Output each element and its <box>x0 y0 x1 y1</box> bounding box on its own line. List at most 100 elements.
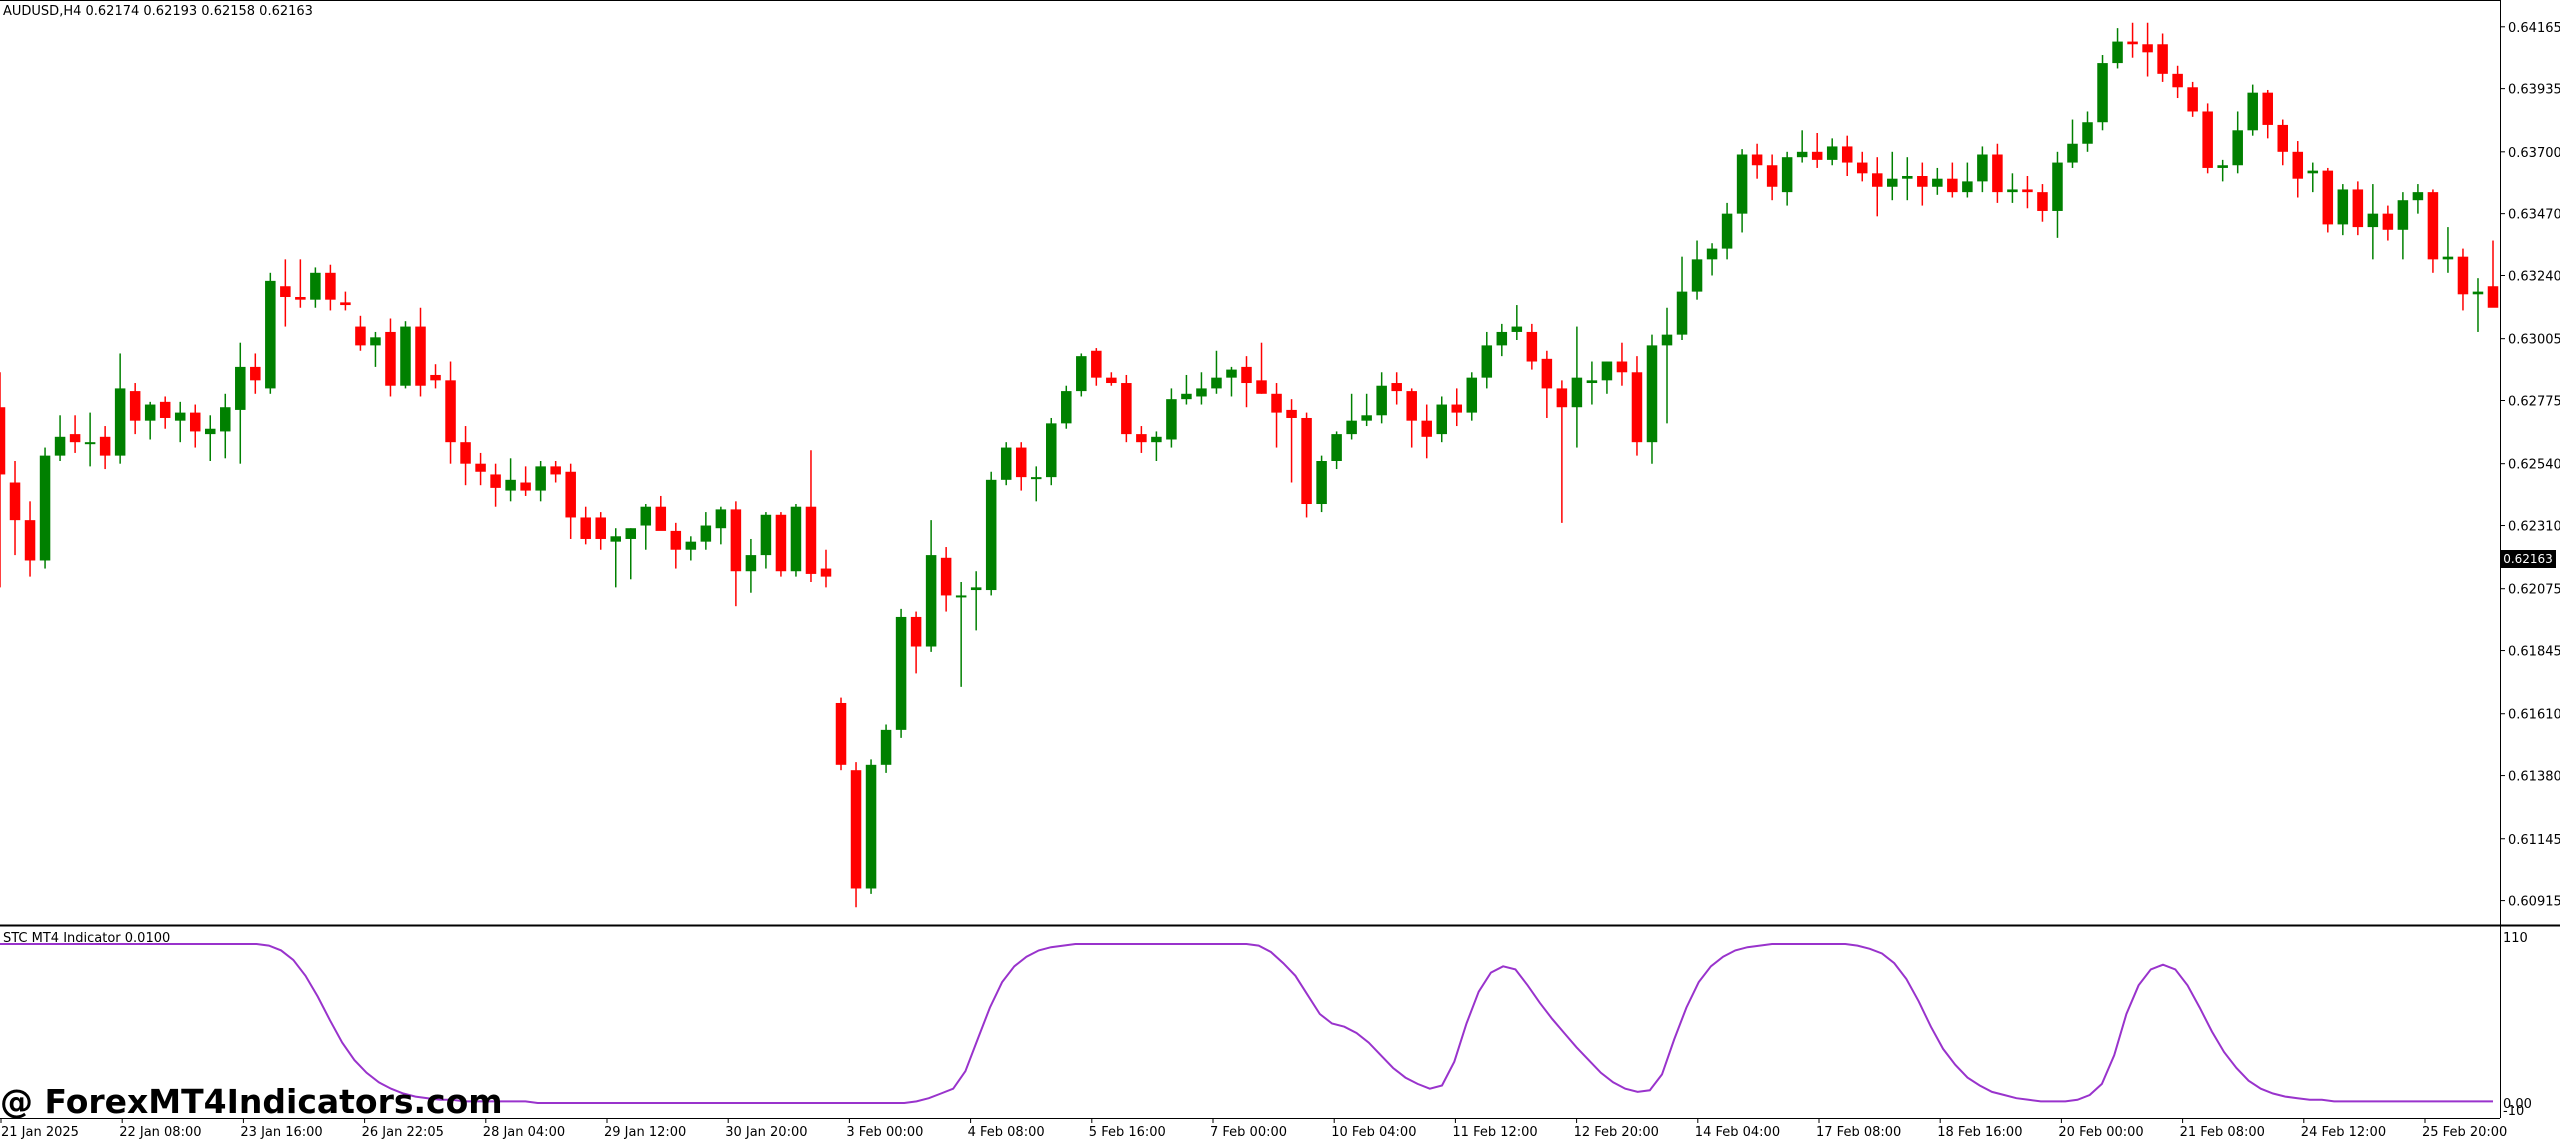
bull-candle <box>2367 213 2379 228</box>
time-axis-label: 29 Jan 12:00 <box>604 1125 686 1140</box>
bull-candle <box>1076 356 1087 392</box>
price-axis-label: 0.63005 <box>2508 333 2560 348</box>
bull-candle <box>1721 213 1733 249</box>
time-axis-label: 21 Jan 2025 <box>1 1125 79 1140</box>
price-axis-label: 0.63470 <box>2508 208 2560 223</box>
bear-candle <box>730 509 742 572</box>
bull-candle <box>1601 361 1613 381</box>
bear-candle <box>1091 350 1102 378</box>
bull-candle <box>1030 477 1042 480</box>
time-axis-label: 11 Feb 12:00 <box>1452 1125 1537 1140</box>
bull-candle <box>1346 420 1357 435</box>
bear-candle <box>1992 154 2003 193</box>
bear-candle <box>2037 192 2048 211</box>
bull-candle <box>220 407 231 432</box>
watermark: @ ForexMT4Indicators.com <box>0 1082 503 1121</box>
bull-candle <box>1691 259 1703 292</box>
price-axis-label: 0.61145 <box>2508 833 2560 848</box>
bull-candle <box>1706 248 1718 260</box>
time-axis-label: 12 Feb 20:00 <box>1574 1125 1659 1140</box>
price-axis-label: 0.62075 <box>2508 583 2560 598</box>
bear-candle <box>1616 361 1628 373</box>
bull-candle <box>1796 151 1808 158</box>
bear-candle <box>940 557 952 596</box>
time-axis-label: 10 Feb 04:00 <box>1331 1125 1416 1140</box>
bear-candle <box>2292 151 2304 179</box>
indicator-info: STC MT4 Indicator 0.0100 <box>3 931 171 946</box>
time-axis-label: 5 Feb 16:00 <box>1089 1125 1166 1140</box>
price-axis-label: 0.61845 <box>2508 645 2560 660</box>
bull-candle <box>2397 200 2409 230</box>
bull-candle <box>204 428 216 435</box>
bull-candle <box>1211 377 1222 389</box>
bull-candle <box>39 455 51 561</box>
bull-candle <box>1902 176 1913 179</box>
bear-candle <box>595 517 606 539</box>
bear-candle <box>1106 377 1117 384</box>
bear-candle <box>1751 154 1763 166</box>
bear-candle <box>2172 73 2183 88</box>
bull-candle <box>1661 334 1673 346</box>
bull-candle <box>2052 162 2063 211</box>
bear-candle <box>1015 447 1027 478</box>
bull-candle <box>2472 291 2484 295</box>
bull-candle <box>1496 331 1508 346</box>
bull-candle <box>1571 377 1583 408</box>
bear-candle <box>430 374 441 381</box>
bull-candle <box>1316 461 1327 505</box>
bear-candle <box>1421 420 1432 437</box>
bear-candle <box>1391 383 1402 392</box>
bear-candle <box>2262 92 2273 125</box>
price-axis-label: 0.61610 <box>2508 708 2560 723</box>
bear-candle <box>9 482 21 521</box>
bear-candle <box>1872 173 1883 187</box>
bull-candle <box>865 764 877 889</box>
bull-candle <box>1466 377 1478 413</box>
bear-candle <box>490 474 501 488</box>
time-axis-label: 25 Feb 20:00 <box>2422 1125 2507 1140</box>
time-axis-label: 4 Feb 08:00 <box>968 1125 1045 1140</box>
bear-candle <box>475 463 486 472</box>
bull-candle <box>2337 189 2349 225</box>
bear-candle <box>1526 331 1538 362</box>
price-axis-label: 0.63700 <box>2508 146 2560 161</box>
bull-candle <box>880 729 892 765</box>
bull-candle <box>84 442 96 445</box>
bear-candle <box>99 436 111 456</box>
stc-indicator-pane <box>0 943 2493 1104</box>
bull-candle <box>1676 291 1688 335</box>
bull-candle <box>790 506 802 572</box>
bear-candle <box>460 442 471 464</box>
bear-candle <box>805 506 817 574</box>
bear-candle <box>1841 146 1853 163</box>
bear-candle <box>820 568 832 577</box>
bull-candle <box>1781 157 1793 193</box>
bear-candle <box>1301 417 1312 505</box>
bull-candle <box>745 555 757 572</box>
bear-candle <box>1286 409 1297 418</box>
time-axis-label: 18 Feb 16:00 <box>1937 1125 2022 1140</box>
bull-candle <box>1000 447 1012 480</box>
candles-group <box>0 22 2499 908</box>
bear-candle <box>520 482 531 491</box>
bear-candle <box>295 296 306 300</box>
bull-candle <box>2067 143 2078 163</box>
bull-candle <box>2412 192 2424 201</box>
bear-candle <box>250 366 261 381</box>
bear-candle <box>69 434 81 443</box>
bear-candle <box>910 616 922 647</box>
time-axis-label: 20 Feb 00:00 <box>2058 1125 2143 1140</box>
bull-candle <box>1932 178 1943 187</box>
bull-candle <box>1331 434 1342 461</box>
time-axis-label: 7 Feb 00:00 <box>1210 1125 1287 1140</box>
bull-candle <box>144 404 156 421</box>
bull-candle <box>1196 388 1207 397</box>
bull-candle <box>1226 369 1237 378</box>
time-axis-label: 3 Feb 00:00 <box>846 1125 923 1140</box>
bear-candle <box>1271 393 1282 413</box>
bull-candle <box>1151 436 1162 443</box>
bear-candle <box>325 272 336 300</box>
bear-candle <box>1136 434 1147 443</box>
